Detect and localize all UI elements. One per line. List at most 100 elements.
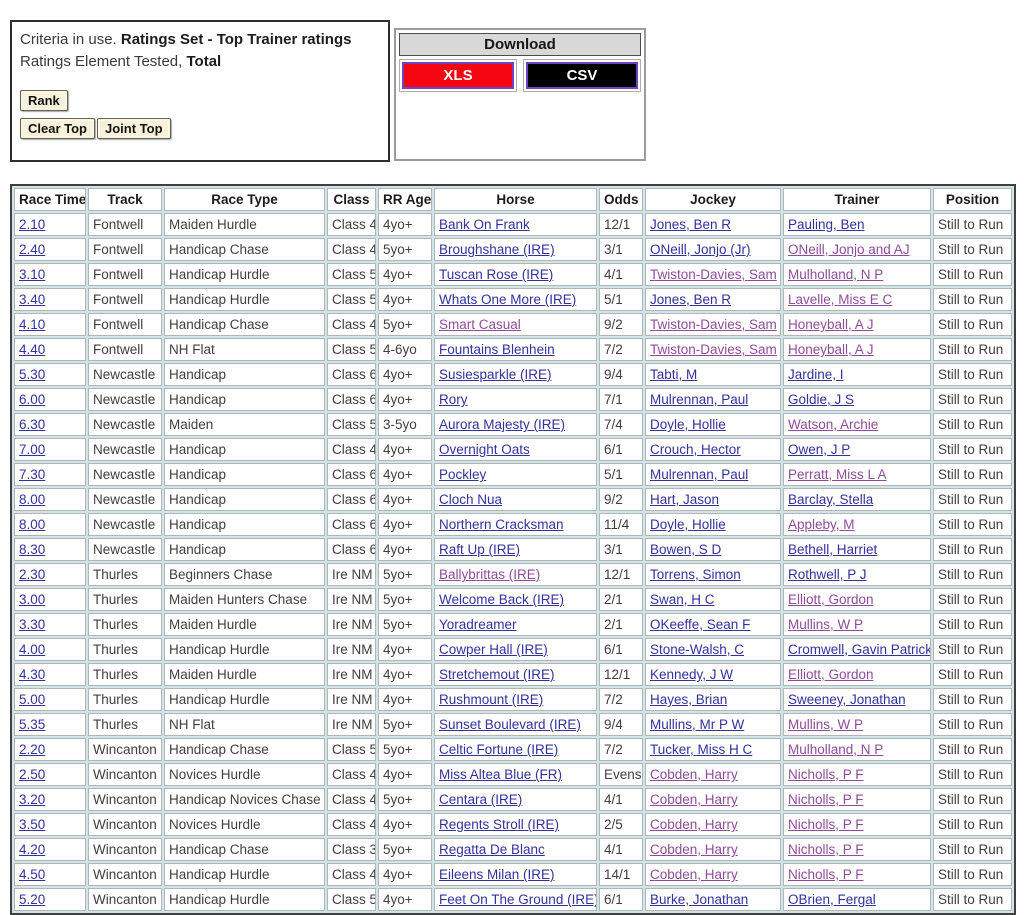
- jockey-link[interactable]: Crouch, Hector: [650, 442, 741, 457]
- download-csv-button[interactable]: CSV: [526, 62, 638, 89]
- race-time-link[interactable]: 2.10: [19, 217, 46, 232]
- horse-link[interactable]: Celtic Fortune (IRE): [439, 742, 559, 757]
- race-time-link[interactable]: 3.50: [19, 817, 46, 832]
- trainer-link[interactable]: Watson, Archie: [788, 417, 879, 432]
- race-time-link[interactable]: 4.20: [19, 842, 46, 857]
- clear-top-button[interactable]: Clear Top: [20, 117, 95, 139]
- trainer-link[interactable]: Rothwell, P J: [788, 567, 867, 582]
- trainer-link[interactable]: Honeyball, A J: [788, 342, 874, 357]
- jockey-link[interactable]: Mulrennan, Paul: [650, 392, 749, 407]
- jockey-link[interactable]: ONeill, Jonjo (Jr): [650, 242, 751, 257]
- trainer-link[interactable]: Sweeney, Jonathan: [788, 692, 906, 707]
- horse-link[interactable]: Rory: [439, 392, 468, 407]
- trainer-link[interactable]: Nicholls, P F: [788, 817, 864, 832]
- horse-link[interactable]: Raft Up (IRE): [439, 542, 521, 557]
- jockey-link[interactable]: Cobden, Harry: [650, 817, 738, 832]
- horse-link[interactable]: Pockley: [439, 467, 487, 482]
- race-time-link[interactable]: 3.40: [19, 292, 46, 307]
- download-xls-button[interactable]: XLS: [402, 62, 514, 89]
- horse-link[interactable]: Yoradreamer: [439, 617, 517, 632]
- joint-top-button[interactable]: Joint Top: [97, 117, 171, 139]
- jockey-link[interactable]: Mullins, Mr P W: [650, 717, 745, 732]
- horse-link[interactable]: Stretchemout (IRE): [439, 667, 555, 682]
- jockey-link[interactable]: OKeeffe, Sean F: [650, 617, 751, 632]
- horse-link[interactable]: Sunset Boulevard (IRE): [439, 717, 581, 732]
- trainer-link[interactable]: OBrien, Fergal: [788, 892, 876, 907]
- jockey-link[interactable]: Tucker, Miss H C: [650, 742, 753, 757]
- trainer-link[interactable]: Bethell, Harriet: [788, 542, 878, 557]
- horse-link[interactable]: Welcome Back (IRE): [439, 592, 565, 607]
- horse-link[interactable]: Fountains Blenhein: [439, 342, 555, 357]
- trainer-link[interactable]: Mulholland, N P: [788, 267, 884, 282]
- horse-link[interactable]: Rushmount (IRE): [439, 692, 544, 707]
- race-time-link[interactable]: 7.30: [19, 467, 46, 482]
- trainer-link[interactable]: Lavelle, Miss E C: [788, 292, 893, 307]
- race-time-link[interactable]: 5.30: [19, 367, 46, 382]
- horse-link[interactable]: Whats One More (IRE): [439, 292, 577, 307]
- horse-link[interactable]: Susiesparkle (IRE): [439, 367, 552, 382]
- trainer-link[interactable]: Barclay, Stella: [788, 492, 874, 507]
- horse-link[interactable]: Eileens Milan (IRE): [439, 867, 555, 882]
- jockey-link[interactable]: Jones, Ben R: [650, 217, 732, 232]
- trainer-link[interactable]: Jardine, I: [788, 367, 844, 382]
- horse-link[interactable]: Regents Stroll (IRE): [439, 817, 560, 832]
- race-time-link[interactable]: 3.10: [19, 267, 46, 282]
- jockey-link[interactable]: Tabti, M: [650, 367, 698, 382]
- jockey-link[interactable]: Cobden, Harry: [650, 842, 738, 857]
- jockey-link[interactable]: Hart, Jason: [650, 492, 720, 507]
- race-time-link[interactable]: 3.30: [19, 617, 46, 632]
- jockey-link[interactable]: Burke, Jonathan: [650, 892, 749, 907]
- jockey-link[interactable]: Jones, Ben R: [650, 292, 732, 307]
- jockey-link[interactable]: Torrens, Simon: [650, 567, 741, 582]
- jockey-link[interactable]: Twiston-Davies, Sam: [650, 342, 777, 357]
- race-time-link[interactable]: 4.00: [19, 642, 46, 657]
- race-time-link[interactable]: 4.50: [19, 867, 46, 882]
- jockey-link[interactable]: Cobden, Harry: [650, 767, 738, 782]
- trainer-link[interactable]: Owen, J P: [788, 442, 851, 457]
- race-time-link[interactable]: 5.00: [19, 692, 46, 707]
- trainer-link[interactable]: Goldie, J S: [788, 392, 855, 407]
- race-time-link[interactable]: 4.40: [19, 342, 46, 357]
- horse-link[interactable]: Cloch Nua: [439, 492, 503, 507]
- trainer-link[interactable]: Pauling, Ben: [788, 217, 865, 232]
- race-time-link[interactable]: 4.30: [19, 667, 46, 682]
- trainer-link[interactable]: Nicholls, P F: [788, 842, 864, 857]
- trainer-link[interactable]: Appleby, M: [788, 517, 855, 532]
- jockey-link[interactable]: Twiston-Davies, Sam: [650, 267, 777, 282]
- horse-link[interactable]: Smart Casual: [439, 317, 521, 332]
- jockey-link[interactable]: Twiston-Davies, Sam: [650, 317, 777, 332]
- rank-button[interactable]: Rank: [20, 89, 68, 111]
- race-time-link[interactable]: 2.20: [19, 742, 46, 757]
- jockey-link[interactable]: Swan, H C: [650, 592, 715, 607]
- horse-link[interactable]: Regatta De Blanc: [439, 842, 545, 857]
- race-time-link[interactable]: 6.00: [19, 392, 46, 407]
- trainer-link[interactable]: Honeyball, A J: [788, 317, 874, 332]
- horse-link[interactable]: Cowper Hall (IRE): [439, 642, 548, 657]
- trainer-link[interactable]: Nicholls, P F: [788, 767, 864, 782]
- horse-link[interactable]: Miss Altea Blue (FR): [439, 767, 563, 782]
- horse-link[interactable]: Broughshane (IRE): [439, 242, 555, 257]
- horse-link[interactable]: Bank On Frank: [439, 217, 530, 232]
- horse-link[interactable]: Ballybrittas (IRE): [439, 567, 541, 582]
- trainer-link[interactable]: Mullins, W P: [788, 617, 864, 632]
- jockey-link[interactable]: Hayes, Brian: [650, 692, 728, 707]
- race-time-link[interactable]: 3.00: [19, 592, 46, 607]
- trainer-link[interactable]: Perratt, Miss L A: [788, 467, 887, 482]
- trainer-link[interactable]: Nicholls, P F: [788, 792, 864, 807]
- race-time-link[interactable]: 3.20: [19, 792, 46, 807]
- jockey-link[interactable]: Stone-Walsh, C: [650, 642, 745, 657]
- race-time-link[interactable]: 4.10: [19, 317, 46, 332]
- jockey-link[interactable]: Cobden, Harry: [650, 792, 738, 807]
- horse-link[interactable]: Centara (IRE): [439, 792, 523, 807]
- jockey-link[interactable]: Doyle, Hollie: [650, 517, 726, 532]
- jockey-link[interactable]: Doyle, Hollie: [650, 417, 726, 432]
- horse-link[interactable]: Overnight Oats: [439, 442, 530, 457]
- race-time-link[interactable]: 6.30: [19, 417, 46, 432]
- jockey-link[interactable]: Mulrennan, Paul: [650, 467, 749, 482]
- trainer-link[interactable]: Cromwell, Gavin Patrick: [788, 642, 931, 657]
- trainer-link[interactable]: Nicholls, P F: [788, 867, 864, 882]
- horse-link[interactable]: Tuscan Rose (IRE): [439, 267, 554, 282]
- trainer-link[interactable]: Elliott, Gordon: [788, 592, 874, 607]
- trainer-link[interactable]: ONeill, Jonjo and AJ: [788, 242, 910, 257]
- race-time-link[interactable]: 5.35: [19, 717, 46, 732]
